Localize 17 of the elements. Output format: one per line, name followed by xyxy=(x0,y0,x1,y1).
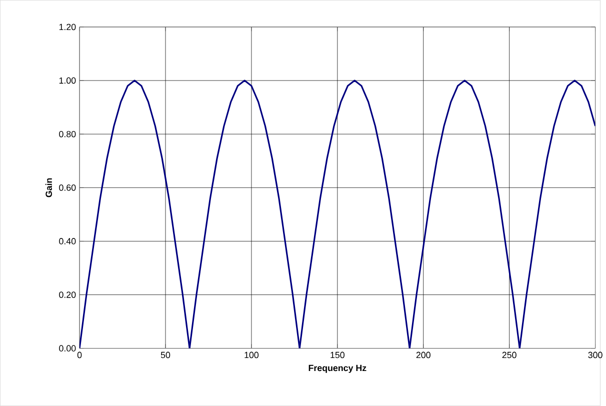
y-tick-label: 0.80 xyxy=(59,130,76,138)
x-tick-label: 100 xyxy=(244,352,259,358)
x-tick-label: 50 xyxy=(160,352,170,358)
y-tick-label: 0.20 xyxy=(59,292,76,298)
y-axis-title: Gain xyxy=(45,178,52,198)
x-tick-label: 250 xyxy=(502,352,516,358)
x-tick-label: 0 xyxy=(77,352,82,358)
x-tick-label: 150 xyxy=(330,352,344,358)
line-series xyxy=(80,80,596,348)
x-tick-label: 300 xyxy=(588,352,602,358)
y-tick-label: 1.20 xyxy=(59,24,76,30)
y-tick-label: 0.00 xyxy=(59,345,76,352)
y-tick-label: 1.00 xyxy=(59,77,76,84)
y-tick-label: 0.40 xyxy=(59,238,76,244)
x-axis-title: Frequency Hz xyxy=(308,364,366,373)
y-tick-label: 0.60 xyxy=(59,184,76,191)
x-tick-label: 200 xyxy=(416,352,430,358)
